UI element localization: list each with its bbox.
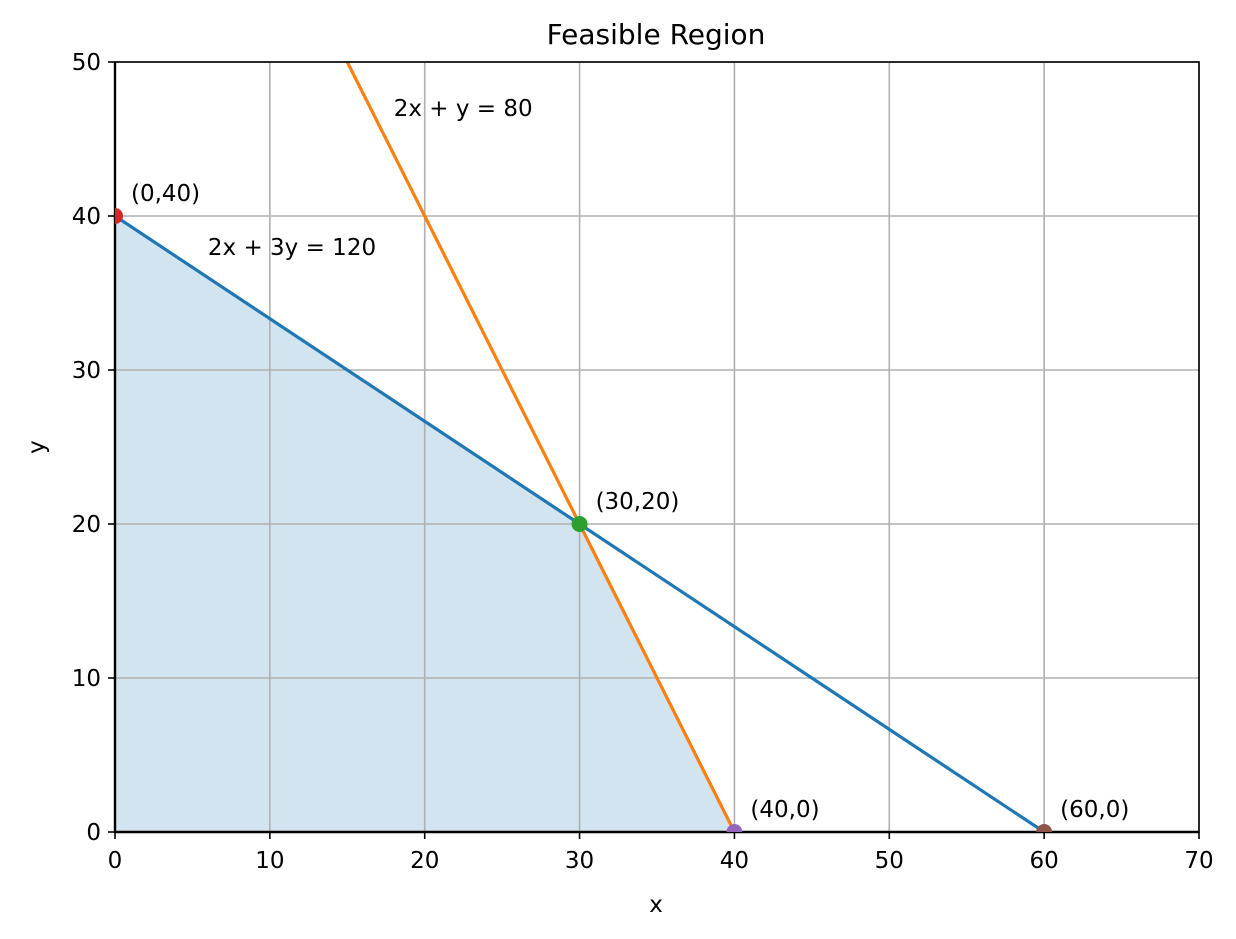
vertex-label-1: (0,40) (131, 181, 200, 207)
vertex-label-2: (30,20) (596, 489, 680, 515)
x-tick-label-10: 10 (255, 848, 284, 874)
x-tick-label-60: 60 (1030, 848, 1059, 874)
y-tick-label-50: 50 (72, 50, 101, 76)
x-tick-label-30: 30 (565, 848, 594, 874)
x-tick-label-70: 70 (1184, 848, 1213, 874)
equation-label-1: 2x + 3y = 120 (208, 235, 376, 261)
x-tick-label-50: 50 (875, 848, 904, 874)
vertex-label-4: (60,0) (1060, 797, 1129, 823)
vertex-point-4 (1036, 824, 1053, 832)
chart-title: Feasible Region (547, 18, 766, 51)
plot-frame (113, 61, 1200, 834)
vertex-point-1 (115, 208, 123, 224)
y-tick-label-10: 10 (72, 666, 101, 692)
annotation-layer: (0,40) (30,20) (40,0) (60,0) 2x + 3y = 120 2x… (131, 96, 1129, 823)
y-tick-label-30: 30 (72, 358, 101, 384)
x-tick-label-20: 20 (410, 848, 439, 874)
vertex-point-3 (726, 824, 743, 832)
x-tick-label-0: 0 (108, 848, 123, 874)
y-axis-label: y (24, 440, 50, 454)
vertex-point-2 (571, 516, 588, 532)
x-tick-label-40: 40 (720, 848, 749, 874)
constraint-line-2 (345, 61, 736, 833)
y-tick-label-20: 20 (72, 512, 101, 538)
tick-label-layer: 0 10 20 30 40 50 60 70 0 10 20 30 40 50 (72, 50, 1214, 874)
vertex-label-3: (40,0) (750, 797, 819, 823)
y-tick-label-40: 40 (72, 204, 101, 230)
vertex-points-layer (115, 208, 1053, 832)
x-axis-label: x (649, 892, 663, 918)
y-tick-label-0: 0 (86, 820, 101, 846)
equation-label-2: 2x + y = 80 (394, 96, 533, 122)
